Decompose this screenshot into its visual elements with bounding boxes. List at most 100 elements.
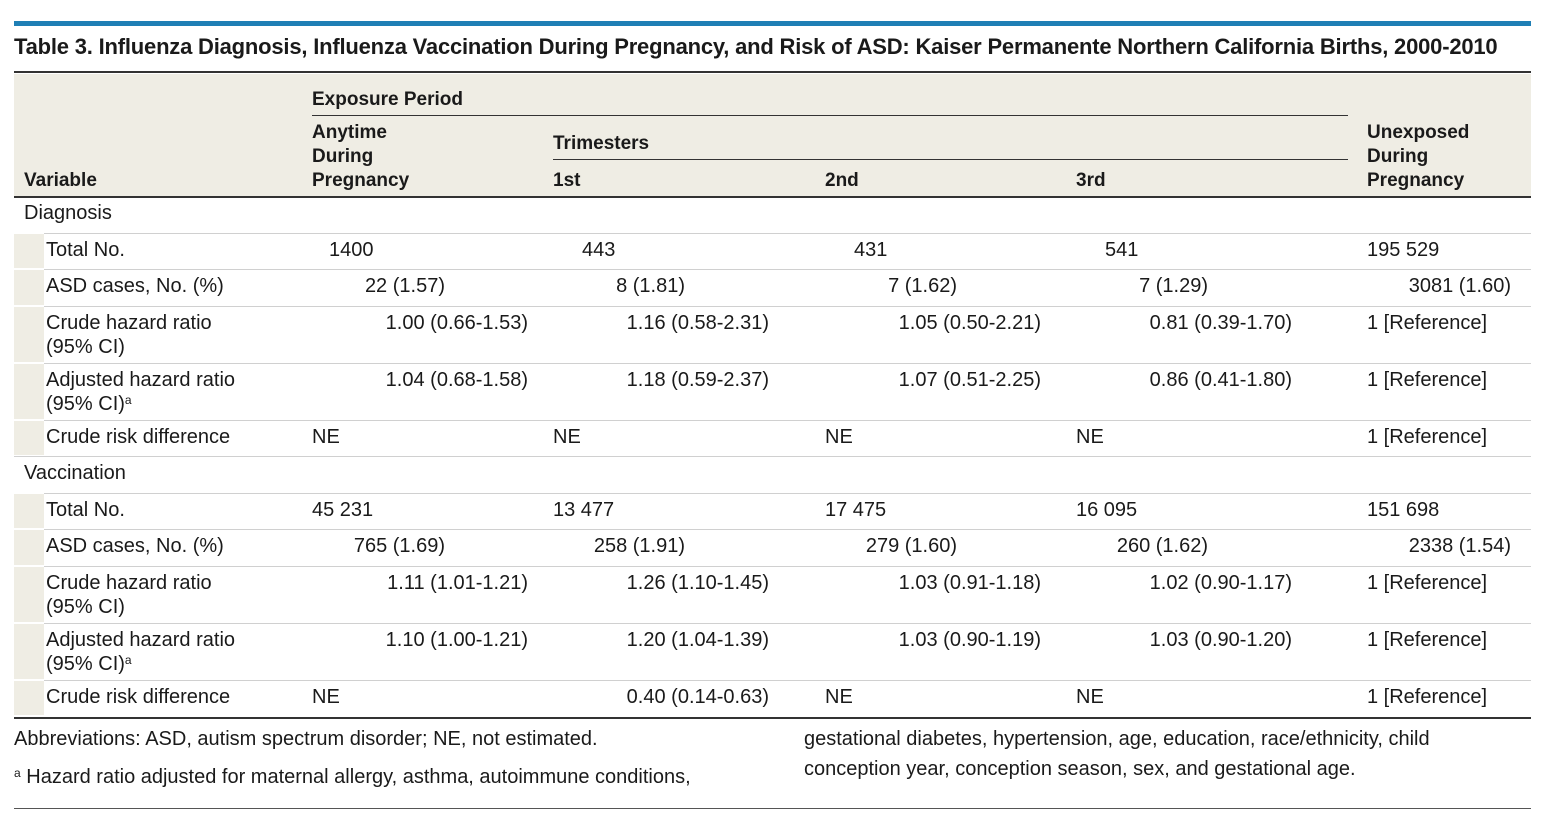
- column-header-unexposed-line2: During: [1367, 146, 1429, 167]
- row-divider: [44, 623, 1531, 624]
- row-label-line: Crude hazard ratio: [46, 312, 212, 334]
- table-cell: 258 (1.91): [593, 535, 685, 557]
- table-cell: NE: [825, 686, 853, 708]
- table-cell: 2338 (1.54): [1408, 535, 1511, 557]
- row-label-line: (95% CI): [46, 596, 125, 618]
- table-cell: 1 [Reference]: [1367, 629, 1488, 651]
- table-cell: NE: [312, 686, 340, 708]
- row-label-line: Adjusted hazard ratio: [46, 629, 236, 651]
- row-label: Total No.: [46, 498, 125, 522]
- row-label: Adjusted hazard ratio (95% CI)a: [46, 628, 235, 676]
- row-label-line: ASD cases, No. (%): [46, 535, 224, 557]
- row-divider: [44, 420, 1531, 421]
- column-header-exposure-period: Exposure Period: [312, 89, 463, 110]
- table-cell: 1 [Reference]: [1367, 369, 1488, 391]
- table-cell: 151 698: [1367, 499, 1440, 521]
- table-cell: 279 (1.60): [865, 535, 957, 557]
- table-cell: 1400: [329, 239, 374, 261]
- column-header-trimesters: Trimesters: [553, 133, 650, 154]
- page-bottom-rule: [14, 808, 1531, 809]
- footnote-a-text-1: Hazard ratio adjusted for maternal aller…: [26, 766, 691, 788]
- table-cell: 1.02 (0.90-1.17): [1149, 572, 1292, 594]
- table-cell: 1 [Reference]: [1367, 312, 1488, 334]
- row-divider: [44, 363, 1531, 364]
- column-header-anytime-line3: Pregnancy: [312, 170, 410, 191]
- table-cell: NE: [1076, 686, 1104, 708]
- table-cell: 0.86 (0.41-1.80): [1149, 369, 1292, 391]
- table-cell: 22 (1.57): [364, 275, 445, 297]
- row-label: ASD cases, No. (%): [46, 534, 224, 558]
- table-cell: 1.03 (0.90-1.20): [1149, 629, 1292, 651]
- column-header-anytime-line1: Anytime: [312, 122, 387, 143]
- table-cell: 1 [Reference]: [1367, 686, 1488, 708]
- section-label-vaccination: Vaccination: [24, 462, 126, 484]
- column-header-anytime: Anytime During Pregnancy: [312, 121, 409, 193]
- table-bottom-rule: [14, 717, 1531, 719]
- table-cell: 1.00 (0.66-1.53): [385, 312, 528, 334]
- row-label-line: Crude risk difference: [46, 686, 231, 708]
- footnote-marker: a: [124, 393, 132, 407]
- footnote-a-continued: gestational diabetes, hypertension, age,…: [804, 724, 1430, 784]
- table-title: Table 3. Influenza Diagnosis, Influenza …: [14, 34, 1498, 59]
- footnote-a: a Hazard ratio adjusted for maternal all…: [14, 762, 691, 792]
- row-label: Crude risk difference: [46, 425, 230, 449]
- section-label-diagnosis: Diagnosis: [24, 202, 112, 224]
- row-indent-marker: [14, 624, 44, 679]
- row-label-text: (95% CI): [46, 653, 125, 675]
- table-cell: 1.18 (0.59-2.37): [626, 369, 769, 391]
- table-cell: 765 (1.69): [353, 535, 445, 557]
- row-divider: [44, 529, 1531, 530]
- table-cell: 45 231: [312, 499, 374, 521]
- footnote-a-text-3: conception year, conception season, sex,…: [804, 758, 1356, 780]
- table-cell: 8 (1.81): [616, 275, 685, 297]
- table-cell: 0.40 (0.14-0.63): [626, 686, 769, 708]
- table-cell: 1.03 (0.91-1.18): [898, 572, 1041, 594]
- header-top-rule: [14, 71, 1531, 73]
- row-label-line: (95% CI)a: [46, 652, 235, 676]
- trimesters-rule: [553, 159, 1348, 160]
- table-cell: 1.26 (1.10-1.45): [626, 572, 769, 594]
- footnote-marker: a: [124, 653, 132, 667]
- column-header-anytime-line2: During: [312, 146, 374, 167]
- header-bottom-rule: [14, 196, 1531, 198]
- column-header-unexposed-line3: Pregnancy: [1367, 170, 1465, 191]
- table-cell: NE: [825, 426, 853, 448]
- table-cell: 3081 (1.60): [1408, 275, 1511, 297]
- table-cell: 1 [Reference]: [1367, 572, 1488, 594]
- table-cell: NE: [1076, 426, 1104, 448]
- footnote-a-text-2: gestational diabetes, hypertension, age,…: [804, 728, 1430, 750]
- row-label-line: Adjusted hazard ratio: [46, 369, 236, 391]
- row-indent-marker: [14, 567, 44, 622]
- row-label-line: Total No.: [46, 239, 125, 261]
- footnote-a-marker: a: [14, 766, 21, 780]
- table-cell: 1.16 (0.58-2.31): [626, 312, 769, 334]
- table-cell: 431: [854, 239, 888, 261]
- row-indent-marker: [14, 421, 44, 455]
- row-indent-marker: [14, 270, 44, 305]
- table-cell: 443: [582, 239, 616, 261]
- column-header-unexposed: Unexposed During Pregnancy: [1367, 121, 1469, 193]
- table-cell: 1.10 (1.00-1.21): [385, 629, 528, 651]
- row-label: Crude hazard ratio (95% CI): [46, 311, 212, 359]
- table-cell: 1.07 (0.51-2.25): [898, 369, 1041, 391]
- table-cell: 7 (1.62): [888, 275, 957, 297]
- table-cell: NE: [553, 426, 581, 448]
- table-cell: 1.05 (0.50-2.21): [898, 312, 1041, 334]
- column-header-unexposed-line1: Unexposed: [1367, 122, 1470, 143]
- row-divider: [44, 680, 1531, 681]
- row-divider: [44, 269, 1531, 270]
- row-label-line: Total No.: [46, 499, 125, 521]
- row-label: Adjusted hazard ratio (95% CI)a: [46, 368, 235, 416]
- row-label: Crude risk difference: [46, 685, 230, 709]
- column-header-variable: Variable: [24, 170, 97, 191]
- row-divider: [44, 233, 1531, 234]
- row-label: Crude hazard ratio (95% CI): [46, 571, 212, 619]
- row-label-line: Crude risk difference: [46, 426, 231, 448]
- row-label-line: (95% CI): [46, 336, 125, 358]
- row-divider: [44, 493, 1531, 494]
- row-indent-marker: [14, 530, 44, 565]
- table-cell: 1.20 (1.04-1.39): [626, 629, 769, 651]
- table-cell: 1.03 (0.90-1.19): [898, 629, 1041, 651]
- row-label-line: Crude hazard ratio: [46, 572, 212, 594]
- table-cell: 541: [1105, 239, 1139, 261]
